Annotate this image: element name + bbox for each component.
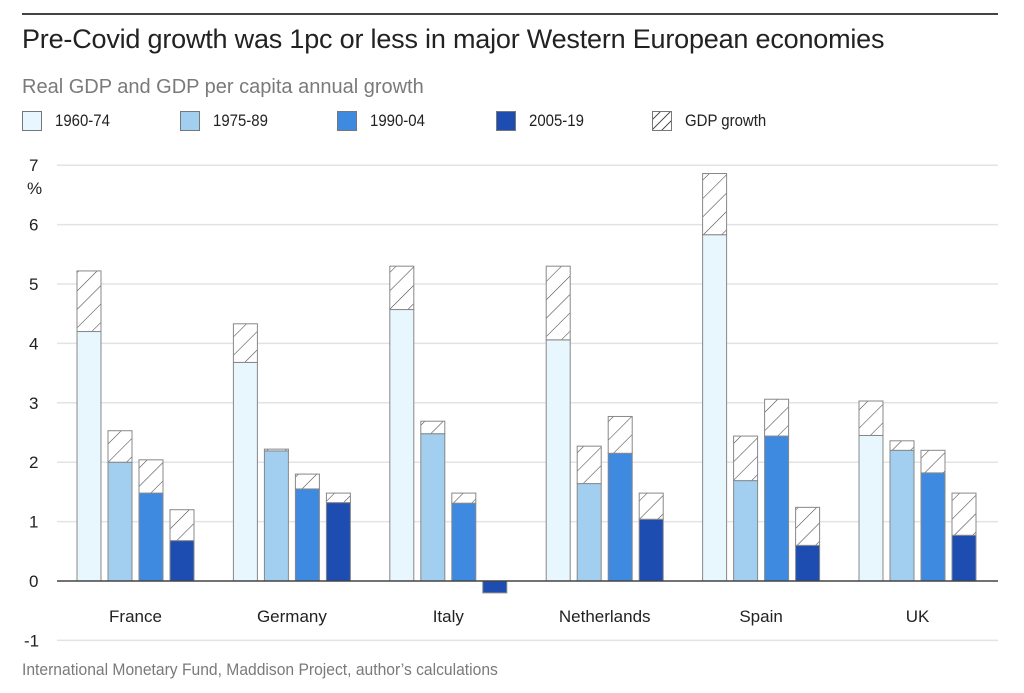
bar-per-capita-spain-1960-74 <box>702 234 728 582</box>
y-tick-label: 1 <box>29 513 38 532</box>
bar-gdp-growth-uk-1975-89 <box>889 440 915 451</box>
x-axis: France Germany Italy Netherlands Spain UK <box>109 607 930 626</box>
legend-label: 1990-04 <box>370 111 425 130</box>
bar-gdp-growth-germany-1975-89 <box>263 448 289 452</box>
bar-gdp-growth-spain-1960-74 <box>702 173 728 236</box>
bar-gdp-growth-spain-1990-04 <box>764 398 790 437</box>
legend-item-gdp-growth: GDP growth <box>652 111 777 131</box>
bar-per-capita-uk-1990-04 <box>920 472 946 582</box>
legend-label: 1975-89 <box>213 111 268 130</box>
top-rule <box>22 13 998 15</box>
bar-gdp-growth-spain-1975-89 <box>733 435 759 482</box>
legend-item-1960-74: 1960-74 <box>22 111 117 131</box>
bar-per-capita-uk-2005-19 <box>951 534 977 582</box>
legend-item-1975-89: 1975-89 <box>180 111 275 131</box>
bar-gdp-growth-netherlands-2005-19 <box>638 492 664 520</box>
bar-gdp-growth-uk-2005-19 <box>951 492 977 536</box>
bar-per-capita-france-1990-04 <box>138 492 164 582</box>
legend-swatch <box>337 111 357 131</box>
bar-gdp-growth-spain-2005-19 <box>795 506 821 546</box>
legend-label: GDP growth <box>685 111 767 130</box>
bar-per-capita-uk-1975-89 <box>889 449 915 582</box>
source-note: International Monetary Fund, Maddison Pr… <box>22 660 498 679</box>
bar-per-capita-spain-1990-04 <box>764 435 790 582</box>
bar-per-capita-italy-1990-04 <box>451 502 477 582</box>
bar-per-capita-spain-2005-19 <box>795 544 821 582</box>
bar-gdp-growth-germany-1990-04 <box>294 473 320 490</box>
chart-title: Pre-Covid growth was 1pc or less in majo… <box>22 24 885 54</box>
bar-gdp-growth-france-2005-19 <box>169 509 195 542</box>
chart-subtitle: Real GDP and GDP per capita annual growt… <box>22 76 424 98</box>
bar-gdp-growth-france-1990-04 <box>138 459 164 494</box>
bar-per-capita-spain-1975-89 <box>733 480 759 582</box>
x-category-label: UK <box>906 607 930 626</box>
bar-gdp-growth-france-1960-74 <box>76 270 102 333</box>
bar-per-capita-france-2005-19 <box>169 540 195 582</box>
legend-swatch <box>180 111 200 131</box>
bar-per-capita-italy-1960-74 <box>389 309 415 582</box>
bar-gdp-growth-netherlands-1960-74 <box>545 265 571 341</box>
gridlines <box>57 164 998 642</box>
bar-per-capita-germany-1960-74 <box>232 361 258 582</box>
bar-per-capita-france-1975-89 <box>107 461 133 582</box>
legend-swatch-hatched <box>652 111 672 131</box>
bar-gdp-growth-italy-1960-74 <box>389 265 415 311</box>
legend-label: 2005-19 <box>529 111 584 130</box>
y-tick-label: 7 <box>29 156 38 175</box>
legend: 1960-74 1975-89 1990-04 2005-19 GDP grow… <box>22 111 1002 137</box>
bar-gdp-growth-netherlands-1990-04 <box>607 415 633 454</box>
bar-gdp-growth-italy-1975-89 <box>420 420 446 435</box>
y-tick-label: -1 <box>24 631 39 650</box>
legend-item-2005-19: 2005-19 <box>496 111 591 131</box>
x-category-label: France <box>109 607 162 626</box>
bar-per-capita-germany-2005-19 <box>325 502 351 582</box>
y-axis-unit-label: % <box>27 179 42 198</box>
y-tick-label: 4 <box>29 334 38 353</box>
bar-gdp-growth-uk-1960-74 <box>858 400 884 436</box>
legend-swatch <box>496 111 516 131</box>
x-category-label: Netherlands <box>559 607 651 626</box>
bar-gdp-growth-germany-1960-74 <box>232 323 258 363</box>
bar-gdp-growth-germany-2005-19 <box>325 492 351 504</box>
bar-per-capita-italy-2005-19 <box>482 580 508 594</box>
legend-label: 1960-74 <box>55 111 110 130</box>
y-tick-label: 5 <box>29 275 38 294</box>
legend-swatch <box>22 111 42 131</box>
y-axis: 7 6 5 4 3 2 1 0 -1 <box>24 156 39 650</box>
bar-per-capita-germany-1975-89 <box>263 450 289 582</box>
x-category-label: Italy <box>433 607 465 626</box>
bar-per-capita-netherlands-1960-74 <box>545 339 571 582</box>
legend-item-1990-04: 1990-04 <box>337 111 432 131</box>
bar-per-capita-netherlands-2005-19 <box>638 518 664 582</box>
bar-per-capita-germany-1990-04 <box>294 488 320 582</box>
bar-gdp-growth-italy-1990-04 <box>451 492 477 504</box>
bar-gdp-growth-uk-1990-04 <box>920 449 946 474</box>
bar-per-capita-france-1960-74 <box>76 331 102 582</box>
y-tick-label: 3 <box>29 394 38 413</box>
bar-per-capita-netherlands-1990-04 <box>607 452 633 582</box>
x-category-label: Germany <box>257 607 327 626</box>
y-tick-label: 0 <box>29 572 38 591</box>
x-category-label: Spain <box>739 607 782 626</box>
y-tick-label: 2 <box>29 453 38 472</box>
bar-per-capita-netherlands-1975-89 <box>576 483 602 582</box>
bar-gdp-growth-france-1975-89 <box>107 430 133 463</box>
bar-per-capita-italy-1975-89 <box>420 433 446 582</box>
bars <box>57 173 998 594</box>
bar-per-capita-uk-1960-74 <box>858 434 884 582</box>
y-tick-label: 6 <box>29 216 38 235</box>
bar-gdp-growth-netherlands-1975-89 <box>576 445 602 485</box>
